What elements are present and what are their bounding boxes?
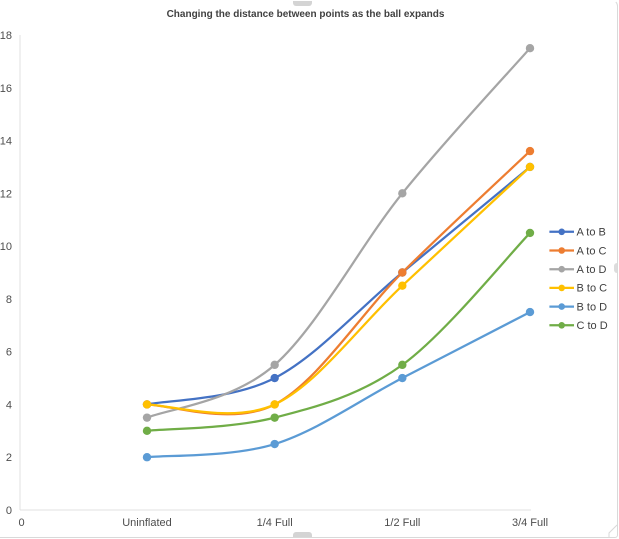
svg-text:8: 8 xyxy=(6,294,12,306)
svg-text:0: 0 xyxy=(6,505,12,517)
svg-text:16: 16 xyxy=(0,83,12,95)
svg-text:B to C: B to C xyxy=(577,283,608,295)
svg-text:B to D: B to D xyxy=(577,301,608,313)
svg-text:1/2 Full: 1/2 Full xyxy=(384,517,420,529)
svg-text:6: 6 xyxy=(6,347,12,359)
svg-text:A to B: A to B xyxy=(577,227,606,239)
svg-text:12: 12 xyxy=(0,188,12,200)
svg-text:18: 18 xyxy=(0,30,12,42)
svg-text:2: 2 xyxy=(6,452,12,464)
svg-text:0: 0 xyxy=(18,517,24,529)
svg-text:A to D: A to D xyxy=(577,264,607,276)
svg-text:14: 14 xyxy=(0,136,12,148)
svg-text:C to D: C to D xyxy=(577,320,608,332)
svg-text:3/4 Full: 3/4 Full xyxy=(512,517,548,529)
svg-text:A to C: A to C xyxy=(577,245,607,257)
svg-text:4: 4 xyxy=(6,399,12,411)
svg-text:Uninflated: Uninflated xyxy=(122,517,172,529)
svg-text:10: 10 xyxy=(0,241,12,253)
svg-text:1/4 Full: 1/4 Full xyxy=(257,517,293,529)
